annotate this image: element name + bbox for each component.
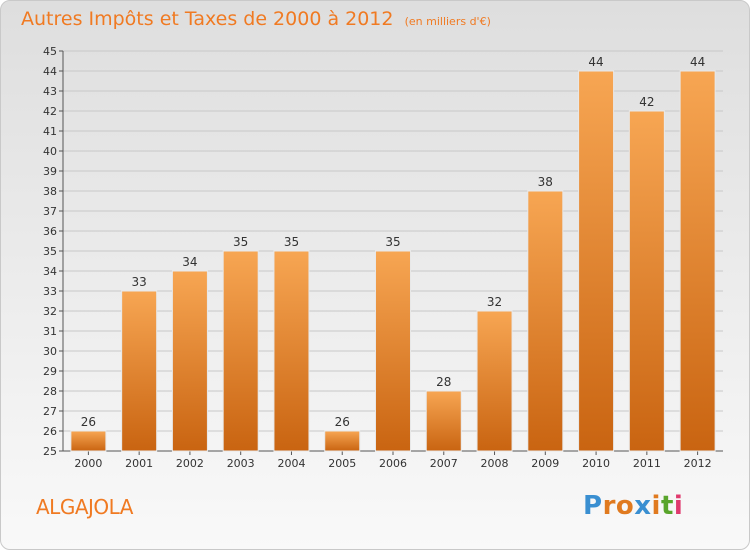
bar: [171, 270, 208, 452]
bar: [324, 430, 361, 452]
title-row: Autres Impôts et Taxes de 2000 à 2012 (e…: [21, 8, 491, 30]
bar: [375, 250, 411, 452]
chart-subtitle: (en milliers d'€): [404, 15, 491, 28]
x-tick-label: 2003: [227, 457, 255, 470]
y-tick-label: 39: [43, 165, 57, 178]
commune-name: ALGAJOLA: [36, 495, 133, 519]
logo-letter: x: [634, 491, 652, 521]
proxiti-logo[interactable]: Proxiti: [583, 491, 683, 521]
x-tick-label: 2010: [582, 457, 610, 470]
y-tick-label: 44: [43, 65, 57, 78]
logo-letter: o: [615, 491, 635, 521]
y-tick-label: 41: [43, 125, 57, 138]
y-tick-label: 25: [43, 445, 57, 458]
y-tick-label: 28: [43, 385, 57, 398]
data-label: 34: [182, 255, 197, 269]
y-tick-label: 32: [43, 305, 57, 318]
bar: [222, 250, 259, 452]
data-label: 35: [233, 235, 248, 249]
data-label: 26: [81, 415, 96, 429]
x-tick-label: 2005: [328, 457, 356, 470]
y-tick-label: 37: [43, 205, 57, 218]
data-label: 35: [385, 235, 400, 249]
data-label: 44: [588, 55, 603, 69]
x-tick-label: 2012: [684, 457, 712, 470]
y-tick-label: 29: [43, 365, 57, 378]
y-tick-label: 30: [43, 345, 57, 358]
y-tick-label: 26: [43, 425, 57, 438]
bar: [121, 290, 158, 452]
bar: [628, 110, 665, 452]
data-label: 28: [436, 375, 451, 389]
y-tick-label: 36: [43, 225, 57, 238]
data-label: 38: [538, 175, 553, 189]
x-tick-label: 2001: [125, 457, 153, 470]
y-tick-label: 40: [43, 145, 57, 158]
y-tick-label: 33: [43, 285, 57, 298]
data-label: 42: [639, 95, 654, 109]
logo-letter: i: [651, 491, 661, 521]
x-tick-label: 2008: [481, 457, 509, 470]
x-tick-label: 2002: [176, 457, 204, 470]
y-tick-label: 45: [43, 45, 57, 58]
x-tick-label: 2004: [277, 457, 305, 470]
x-tick-label: 2011: [633, 457, 661, 470]
data-label: 44: [690, 55, 705, 69]
data-label: 26: [335, 415, 350, 429]
bar: [679, 70, 716, 452]
logo-letter: r: [602, 491, 616, 521]
data-label: 32: [487, 295, 502, 309]
logo-letter: i: [673, 491, 684, 521]
chart-title: Autres Impôts et Taxes de 2000 à 2012: [21, 8, 394, 30]
y-tick-label: 35: [43, 245, 57, 258]
y-tick-label: 42: [43, 105, 57, 118]
x-tick-label: 2007: [430, 457, 458, 470]
bar: [578, 70, 615, 452]
x-tick-label: 2006: [379, 457, 407, 470]
y-tick-label: 27: [43, 405, 57, 418]
data-label: 35: [284, 235, 299, 249]
x-tick-label: 2009: [531, 457, 559, 470]
y-tick-label: 38: [43, 185, 57, 198]
bar: [70, 430, 107, 452]
y-tick-label: 34: [43, 265, 57, 278]
bar: [527, 190, 564, 452]
logo-letter: t: [660, 491, 674, 521]
bar: [425, 390, 462, 452]
logo-letter: P: [583, 491, 603, 521]
x-tick-label: 2000: [74, 457, 102, 470]
y-tick-label: 31: [43, 325, 57, 338]
data-label: 33: [132, 275, 147, 289]
bar: [273, 250, 310, 452]
bar: [476, 310, 513, 452]
y-tick-label: 43: [43, 85, 57, 98]
